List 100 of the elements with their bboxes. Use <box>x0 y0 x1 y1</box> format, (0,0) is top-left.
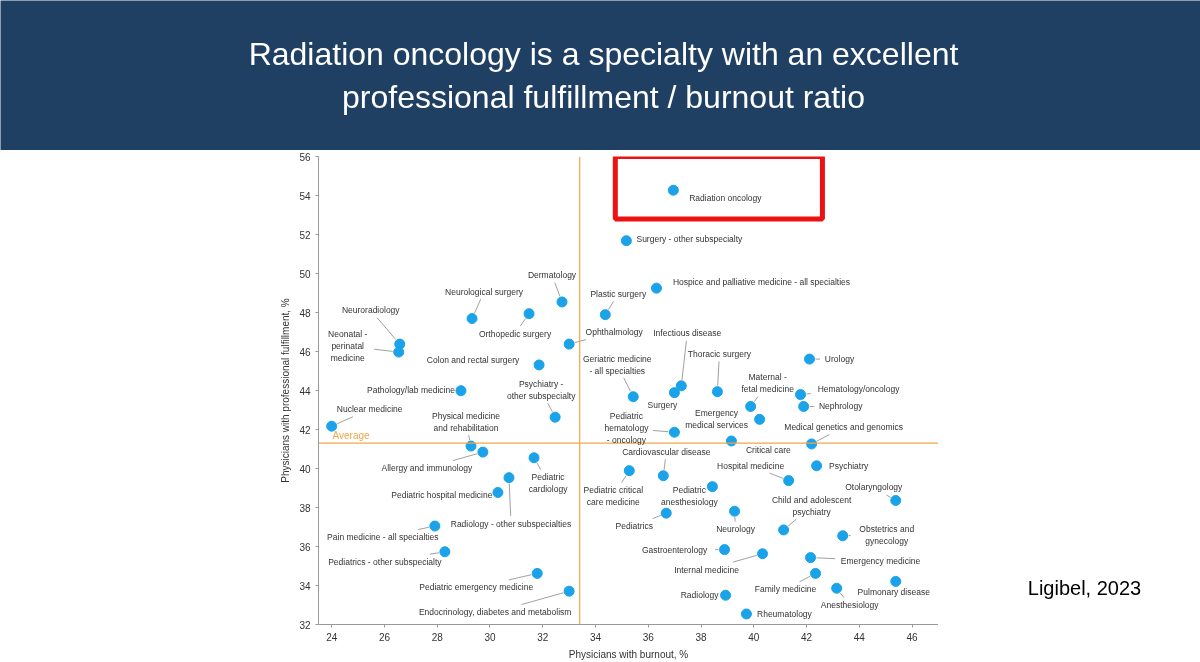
annotation: Neurological surgery <box>445 286 524 297</box>
point <box>831 582 843 594</box>
y-tick-label: 52 <box>299 229 311 241</box>
annotation: Neonatal - perinatal medicine <box>328 329 368 364</box>
ref-line-label: Average <box>332 430 370 442</box>
annotation: Neurology <box>716 524 756 535</box>
annotation: Orthopedic surgery <box>478 328 552 339</box>
x-tick-label: 36 <box>642 631 655 643</box>
y-axis-title: Physicians with professional fulfillment, % <box>280 298 292 483</box>
y-tick-label: 46 <box>299 346 311 358</box>
annotation: Neuroradiology <box>341 305 401 316</box>
annotation: Gastroenterology <box>641 544 708 555</box>
point <box>740 608 752 620</box>
point <box>492 486 504 498</box>
y-tick-label: 50 <box>299 268 311 280</box>
annotation: Pediatric cardiology <box>528 471 569 494</box>
annotation: Hospital medicine <box>717 460 785 471</box>
point <box>667 184 679 196</box>
point <box>668 387 680 399</box>
annotation: Family medicine <box>754 584 817 595</box>
annotation: Ophthalmology <box>585 327 644 338</box>
y-tick-label: 40 <box>299 463 311 475</box>
point <box>563 585 575 597</box>
point <box>533 359 545 371</box>
point <box>890 494 902 506</box>
annotation: Urology <box>824 354 855 365</box>
point <box>393 346 405 358</box>
point <box>729 505 741 517</box>
point <box>599 309 611 321</box>
y-tick-label: 54 <box>299 190 311 202</box>
point <box>657 470 669 482</box>
point <box>778 524 790 536</box>
annotation: Otolaryngology <box>845 482 904 493</box>
annotation: Dermatology <box>527 269 577 280</box>
annotation: Cardiovascular disease <box>622 446 711 457</box>
annotation: Infectious disease <box>653 327 722 338</box>
point <box>563 338 575 350</box>
chart-title: Radiation oncology is a specialty with an excellent professional fulfillment / burnout ratio <box>248 35 959 116</box>
x-tick-label: 28 <box>431 631 444 643</box>
point <box>549 411 561 423</box>
annotation: Pediatric hospital medicine <box>391 490 493 501</box>
annotation: Plastic surgery <box>590 288 647 299</box>
point <box>523 308 535 320</box>
x-axis-title: Physicians with burnout, % <box>568 648 689 660</box>
point <box>477 446 489 458</box>
point <box>711 386 723 398</box>
point <box>627 391 639 403</box>
y-tick-label: 56 <box>299 151 311 163</box>
annotation: Anesthesiology <box>820 600 880 611</box>
point <box>531 567 543 579</box>
annotation: Allergy and immunology <box>381 463 473 474</box>
x-tick-label: 38 <box>695 631 708 643</box>
point <box>675 380 687 392</box>
point <box>620 235 632 247</box>
point <box>720 589 732 601</box>
x-tick-label: 26 <box>378 631 391 643</box>
x-tick-label: 42 <box>801 631 813 643</box>
y-tick-label: 34 <box>299 580 311 592</box>
point <box>623 465 635 477</box>
annotation: Medical genetics and genomics <box>784 421 903 432</box>
annotation: Hematology/oncology <box>817 383 901 394</box>
point <box>811 460 823 472</box>
point <box>890 575 902 587</box>
point <box>455 385 467 397</box>
annotation: Endocrinology, diabetes and metabolism <box>418 607 572 618</box>
point <box>650 282 662 294</box>
point <box>429 520 441 532</box>
annotation: Maternal - fetal medicine <box>741 372 795 395</box>
annotation: Internal medicine <box>674 564 740 575</box>
x-tick-label: 30 <box>484 631 496 643</box>
point <box>556 296 568 308</box>
annotation: Geriatric medicine - all specialties <box>583 353 652 376</box>
y-tick-label: 44 <box>299 385 311 397</box>
annotation: Thoracic surgery <box>687 348 752 359</box>
annotation: Pediatric critical care medicine <box>583 484 644 507</box>
point <box>837 530 849 542</box>
x-tick-label: 46 <box>906 631 919 643</box>
annotation: Rheumatology <box>757 608 813 619</box>
annotation: Physical medicine and rehabilitation <box>431 411 501 434</box>
annotation: Surgery <box>647 399 679 410</box>
point <box>798 401 810 412</box>
y-tick-label: 32 <box>299 619 311 631</box>
annotation: Radiology <box>680 590 720 601</box>
point <box>719 544 731 556</box>
point <box>706 481 718 493</box>
annotation: Nephrology <box>818 401 864 412</box>
point <box>805 552 817 564</box>
point <box>810 567 822 579</box>
point <box>439 546 451 558</box>
annotation: Pediatrics <box>615 521 653 532</box>
y-tick-label: 42 <box>299 424 311 436</box>
y-tick-label: 48 <box>299 307 311 319</box>
point <box>466 313 478 325</box>
annotation: Emergency medicine <box>840 555 921 566</box>
point <box>660 507 672 519</box>
point <box>803 353 815 365</box>
annotation: Pediatric anesthesiology <box>661 484 719 507</box>
annotation: Child and adolescent psychiatry <box>771 494 852 517</box>
annotation: Psychiatry - other subspecialty <box>506 379 577 402</box>
x-tick-label: 24 <box>326 631 338 643</box>
